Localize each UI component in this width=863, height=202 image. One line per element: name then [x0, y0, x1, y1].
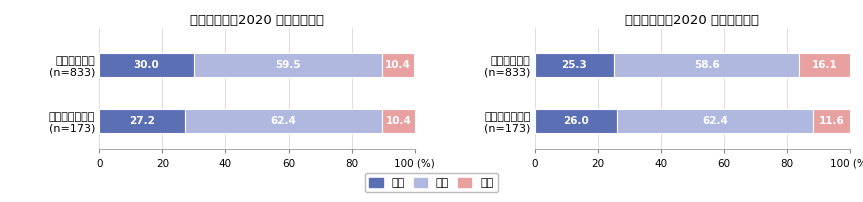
Text: 62.4: 62.4: [702, 116, 728, 126]
Bar: [616, 109, 814, 133]
Text: 10.4: 10.4: [385, 60, 411, 70]
Bar: [194, 53, 381, 77]
Text: 10.4: 10.4: [386, 116, 412, 126]
Text: 26.0: 26.0: [563, 116, 589, 126]
Bar: [534, 53, 614, 77]
Bar: [185, 109, 382, 133]
Bar: [534, 109, 616, 133]
Text: 16.1: 16.1: [812, 60, 837, 70]
Bar: [381, 53, 414, 77]
Text: 25.3: 25.3: [562, 60, 588, 70]
Bar: [614, 53, 799, 77]
Text: 11.6: 11.6: [819, 116, 845, 126]
Text: 27.2: 27.2: [129, 116, 155, 126]
Bar: [799, 53, 850, 77]
Bar: [382, 109, 415, 133]
Bar: [814, 109, 850, 133]
Title: 【国内雇用（2020 年頃まで）】: 【国内雇用（2020 年頃まで）】: [626, 14, 759, 27]
Bar: [99, 109, 185, 133]
Text: 58.6: 58.6: [694, 60, 720, 70]
Text: 62.4: 62.4: [270, 116, 296, 126]
Text: 30.0: 30.0: [134, 60, 160, 70]
Title: 【国内投賄（2020 年頃まで）】: 【国内投賄（2020 年頃まで）】: [190, 14, 324, 27]
Legend: 拡大, 維持, 縮小: 拡大, 維持, 縮小: [365, 173, 498, 192]
Bar: [99, 53, 194, 77]
Text: 59.5: 59.5: [275, 60, 300, 70]
